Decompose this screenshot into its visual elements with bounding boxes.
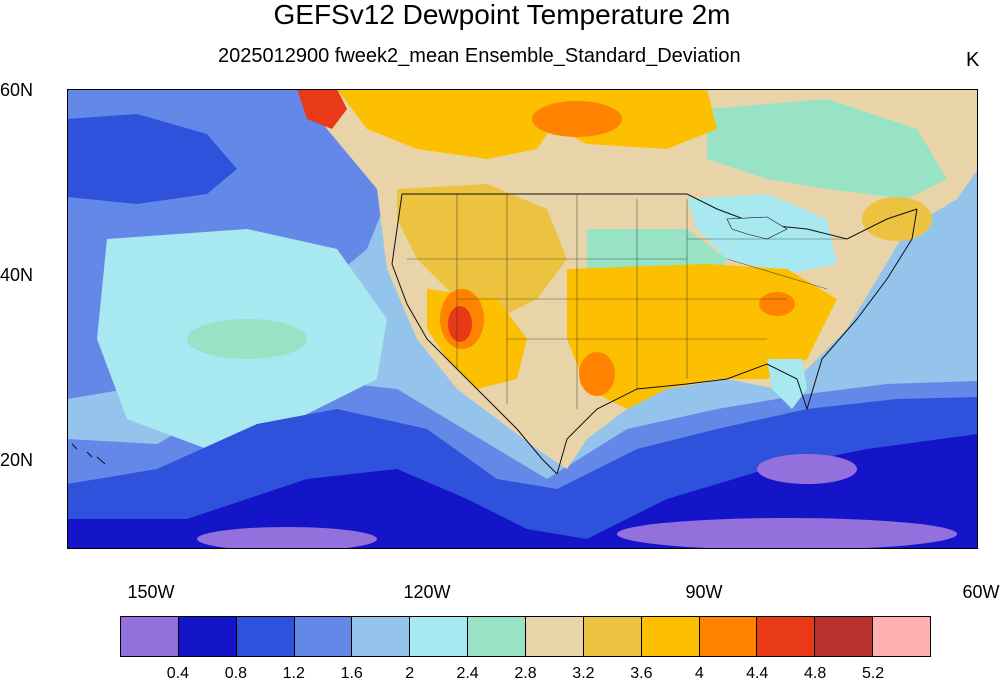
lon-label-150w: 150W xyxy=(127,582,175,602)
field-appalachia-orange xyxy=(759,292,795,316)
field-purple-west xyxy=(197,527,377,549)
colorbar-tick-label: 1.2 xyxy=(282,665,305,682)
colorbar-tick-label: 0.8 xyxy=(224,665,247,682)
colorbar-tick-label: 2 xyxy=(405,665,415,682)
colorbar-swatch xyxy=(236,617,295,656)
colorbar-swatch xyxy=(873,617,931,656)
colorbar-swatch xyxy=(468,617,527,656)
great-lakes xyxy=(726,216,788,240)
hawaii xyxy=(71,443,106,465)
colorbar-tick-label: 2.8 xyxy=(514,665,537,682)
colorbar-tick-label: 4.8 xyxy=(804,665,827,682)
field-purple-east xyxy=(757,454,857,484)
colorbar-swatch xyxy=(352,617,411,656)
lon-label-90w: 90W xyxy=(685,582,723,602)
map-frame xyxy=(67,89,978,549)
field-northeast-yellow xyxy=(862,197,932,241)
colorbar-tick-label: 3.2 xyxy=(572,665,595,682)
colorbar-swatch xyxy=(178,617,237,656)
field-bc-red xyxy=(297,89,347,129)
field-canada-hotspot xyxy=(532,101,622,137)
colorbar-swatch xyxy=(294,617,353,656)
colorbar-tick-label: 4 xyxy=(694,665,704,682)
lon-label-120w: 120W xyxy=(403,582,451,602)
lon-label-60w: 60W xyxy=(962,582,1000,602)
colorbar-swatch xyxy=(815,617,874,656)
colorbar-tick-label: 2.4 xyxy=(456,665,479,682)
colorbar-swatch xyxy=(583,617,642,656)
field-gulf-of-alaska-deep xyxy=(67,114,237,204)
colorbar-swatch xyxy=(410,617,469,656)
field-florida-light xyxy=(767,359,807,409)
colorbar-tick-label: 1.6 xyxy=(340,665,363,682)
colorbar xyxy=(120,616,931,657)
map-plot xyxy=(67,89,978,549)
colorbar-swatch xyxy=(641,617,700,656)
field-west-yellow xyxy=(397,184,567,319)
state-borders xyxy=(407,194,847,409)
colorbar-swatch xyxy=(121,617,179,656)
field-southwest-red xyxy=(448,306,472,342)
field-purple-south xyxy=(617,518,957,549)
lat-label-20n: 20N xyxy=(0,450,34,470)
field-hudson-green xyxy=(707,99,947,199)
field-texas-orange xyxy=(579,352,615,396)
coastline-west xyxy=(391,193,558,475)
coastline-gulf-east xyxy=(556,208,918,475)
colorbar-tick-label: 3.6 xyxy=(630,665,653,682)
chart-title: GEFSv12 Dewpoint Temperature 2m xyxy=(273,0,731,30)
colorbar-swatch xyxy=(757,617,816,656)
colorbar-tick-label: 5.2 xyxy=(861,665,885,682)
lat-label-60n: 60N xyxy=(0,80,34,100)
colorbar-swatch xyxy=(526,617,584,656)
field-central-pacific-green xyxy=(187,319,307,359)
field-canada-orange-1 xyxy=(337,89,557,159)
chart-subtitle: 2025012900 fweek2_mean Ensemble_Standard… xyxy=(218,45,741,67)
colorbar-tick-label: 4.4 xyxy=(746,665,769,682)
colorbar-tick-label: 0.4 xyxy=(166,665,190,682)
colorbar-swatch xyxy=(699,617,758,656)
units-label: K xyxy=(966,49,980,71)
lat-label-40n: 40N xyxy=(0,265,34,285)
